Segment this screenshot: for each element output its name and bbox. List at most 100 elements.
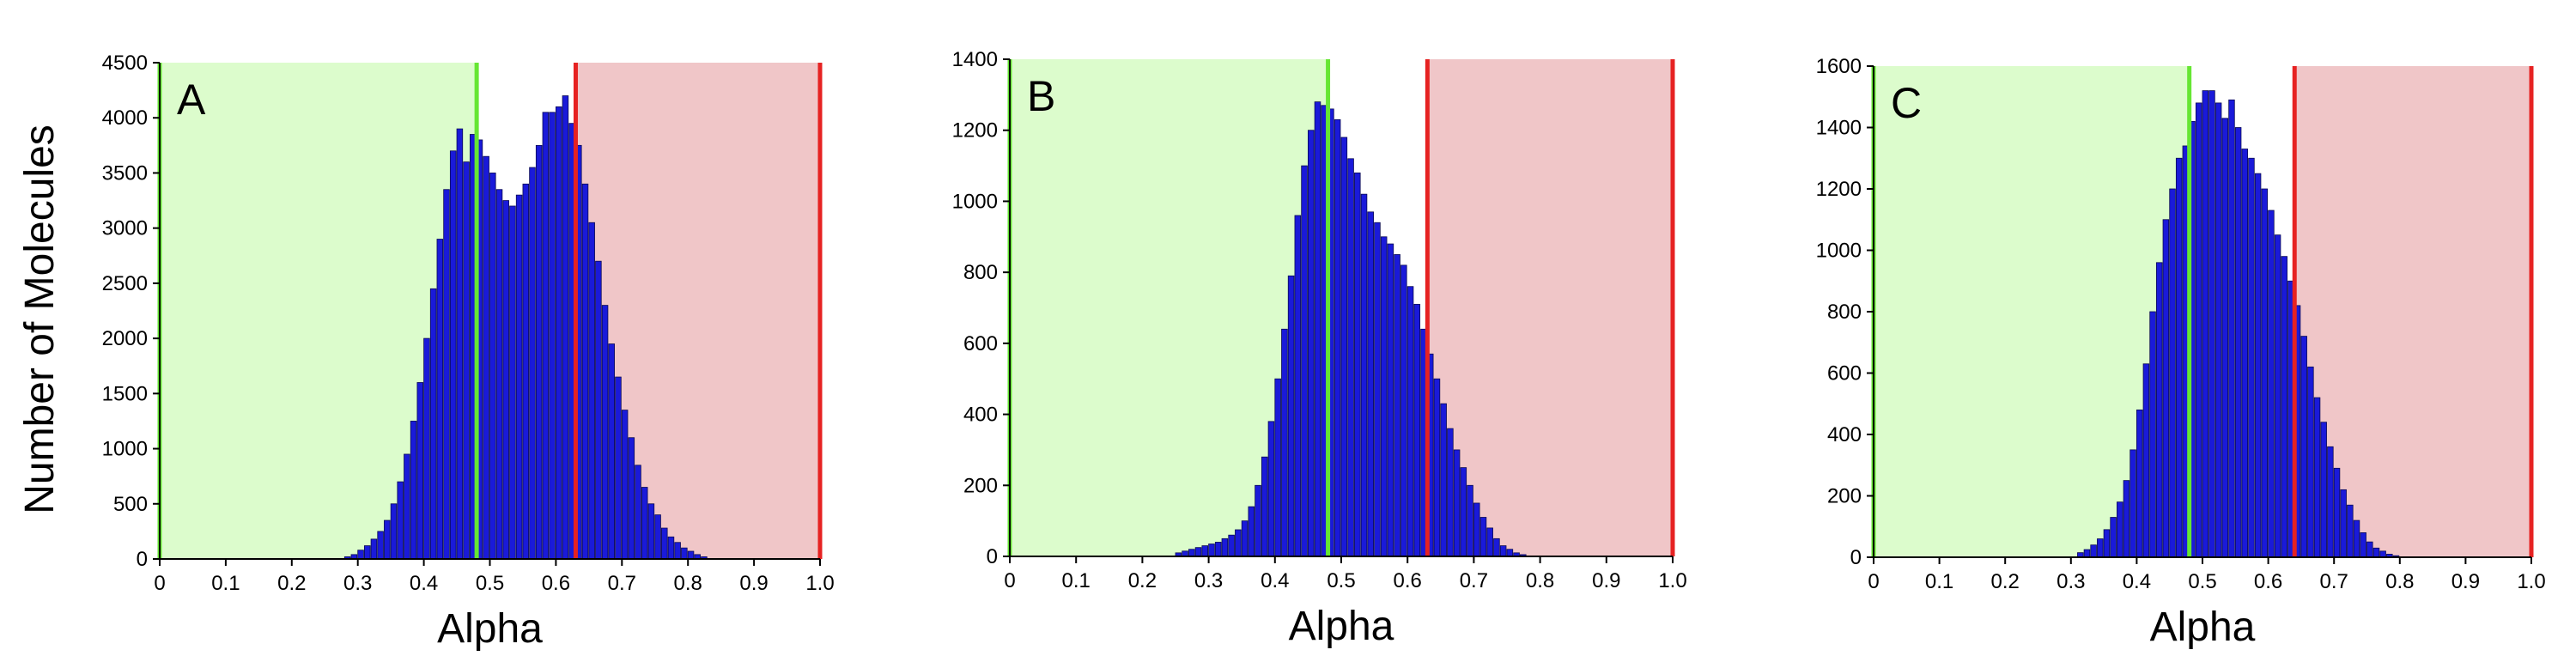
histogram-bar <box>2248 157 2255 558</box>
histogram-bar <box>404 453 410 560</box>
x-tick-label: 0.8 <box>2385 570 2414 593</box>
y-tick-label: 400 <box>963 404 998 427</box>
x-tick-label: 0.1 <box>1062 569 1091 592</box>
histogram-bar <box>1274 378 1281 557</box>
histogram-bar <box>2234 127 2242 558</box>
histogram-bar <box>2195 102 2202 558</box>
x-tick-label: 0.9 <box>739 572 768 595</box>
histogram-bar <box>363 545 371 560</box>
histogram-bar <box>515 194 523 560</box>
x-tick-label: 0 <box>1004 569 1015 592</box>
x-tick-label: 0.3 <box>2057 570 2085 593</box>
x-tick-label: 0.2 <box>277 572 306 595</box>
histogram-bar <box>1255 484 1261 557</box>
histogram-bar <box>1261 456 1268 557</box>
histogram-bar <box>1447 428 1454 557</box>
histogram-bar <box>2228 99 2235 558</box>
histogram-bar <box>601 305 609 560</box>
y-tick-label: 1200 <box>952 119 998 143</box>
histogram-bar <box>615 376 622 560</box>
histogram-bar <box>687 550 695 560</box>
histogram-bar <box>2208 90 2215 558</box>
histogram-bar <box>2202 90 2209 558</box>
y-tick-label: 1200 <box>1816 178 1862 201</box>
histogram-bar <box>1400 264 1407 557</box>
histogram-bar <box>562 95 569 560</box>
x-tick-label: 0.7 <box>1460 569 1488 592</box>
histogram-bar <box>416 382 424 560</box>
bar-series <box>343 95 708 560</box>
histogram-bar <box>2110 517 2117 558</box>
histogram-bar <box>436 239 444 560</box>
histogram-bar <box>535 144 543 560</box>
histogram-bar <box>2274 234 2281 558</box>
histogram-bar <box>1499 545 1507 557</box>
histogram-bar <box>1493 537 1500 557</box>
histogram-bar <box>2261 188 2268 558</box>
histogram-bar <box>2241 149 2249 558</box>
histogram-bar <box>1360 193 1368 557</box>
histogram-bar <box>1340 137 1348 557</box>
histogram-bar <box>1354 172 1361 557</box>
y-tick-label: 800 <box>963 261 998 284</box>
histogram-bar <box>489 173 496 560</box>
histogram-bar <box>542 112 550 560</box>
chart-panel-b: 0 200 400 600 800 1000 1200 1400 0 0.1 0.2 0.3 0.4 0.… <box>952 48 1687 649</box>
histogram-bar <box>1433 378 1441 557</box>
histogram-bar <box>641 487 648 560</box>
histogram-bar <box>1406 286 1414 557</box>
histogram-bar <box>2366 541 2373 558</box>
histogram-bar <box>2215 102 2222 558</box>
histogram-bar <box>1467 484 1473 557</box>
histogram-bar <box>2347 504 2354 558</box>
histogram-bar <box>2083 549 2091 558</box>
histogram-bar <box>1334 118 1341 557</box>
histogram-bar <box>2360 532 2366 558</box>
panel-label: C <box>1891 79 1922 127</box>
chart-panel-c: 0 200 400 600 800 1000 1200 1400 1600 0 0.1 0.2 0.3 0… <box>1816 55 2546 650</box>
histogram-bar <box>1221 537 1229 557</box>
y-tick-label: 1000 <box>102 438 148 461</box>
y-tick-label: 200 <box>963 474 998 497</box>
histogram-bar <box>635 465 641 560</box>
histogram-bar <box>1301 165 1308 557</box>
x-tick-label: 0.9 <box>1592 569 1620 592</box>
histogram-bar <box>529 167 536 560</box>
x-tick-label: 0.4 <box>1261 569 1289 592</box>
histogram-bar <box>681 547 688 560</box>
y-tick-label: 1400 <box>1816 117 1862 140</box>
x-tick-label: 0.7 <box>608 572 636 595</box>
histogram-bar <box>674 542 681 560</box>
histogram-bar <box>1201 545 1209 557</box>
histogram-bar <box>1380 236 1388 557</box>
panel-label: B <box>1027 72 1055 120</box>
histogram-bar <box>1506 549 1514 557</box>
histogram-bar <box>2175 157 2183 558</box>
x-tick-label: 0.3 <box>1194 569 1223 592</box>
histogram-bar <box>1287 275 1295 557</box>
histogram-bar <box>2123 480 2130 558</box>
histogram-bar <box>661 527 668 560</box>
histogram-bar <box>2097 538 2104 558</box>
histogram-bar <box>2155 262 2163 558</box>
histogram-bar <box>2313 397 2321 558</box>
x-tick-label: 0.6 <box>542 572 570 595</box>
y-tick-label: 2500 <box>102 272 148 295</box>
x-tick-label: 0.1 <box>211 572 240 595</box>
y-tick-label: 1000 <box>1816 240 1862 263</box>
y-tick-label: 800 <box>1827 301 1862 324</box>
histogram-bar <box>2169 188 2176 558</box>
histogram-bar <box>1267 421 1275 557</box>
region-red <box>1427 59 1673 556</box>
histogram-bar <box>522 183 530 560</box>
histogram-bar <box>1194 547 1202 557</box>
histogram-bar <box>429 288 437 560</box>
histogram-bar <box>483 155 489 560</box>
histogram-bar <box>1235 529 1242 557</box>
histogram-bar <box>1228 534 1235 557</box>
x-tick-label: 0.4 <box>2123 570 2151 593</box>
histogram-bar <box>2136 409 2143 558</box>
histogram-bar <box>1294 215 1302 557</box>
